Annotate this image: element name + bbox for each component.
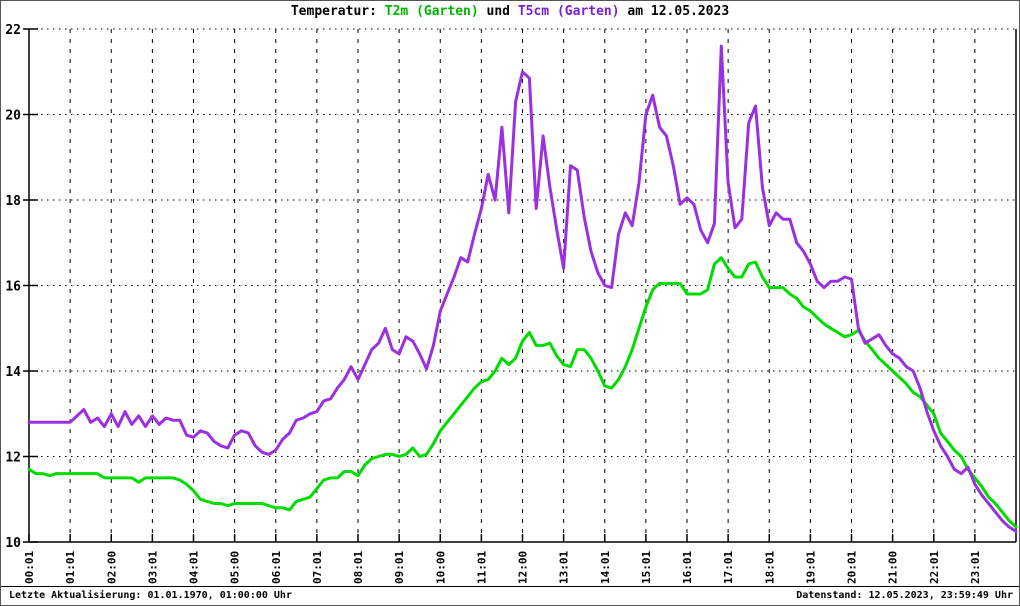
chart-title-suffix: am 12.05.2023 <box>619 4 730 19</box>
y-tick-label: 18 <box>5 194 21 209</box>
x-tick-label: 11:01 <box>475 551 488 584</box>
chart-title-series-t2m: T2m (Garten) <box>384 4 479 19</box>
y-axis-labels: 10 12 14 16 18 20 22 <box>5 23 21 551</box>
x-tick-label: 07:01 <box>311 551 324 584</box>
series-line-t2m <box>27 256 1018 529</box>
x-tick-label: 01:01 <box>64 551 77 584</box>
x-tick-label: 16:01 <box>681 551 694 584</box>
footer-bar: Letzte Aktualisierung: 01.01.1970, 01:00… <box>1 586 1019 605</box>
chart-title-prefix: Temperatur: <box>290 4 385 19</box>
x-tick-label: 02:00 <box>105 551 118 584</box>
x-tick-label: 18:01 <box>763 551 776 584</box>
axes <box>23 28 1017 543</box>
last-update-text: Letzte Aktualisierung: 01.01.1970, 01:00… <box>9 590 292 601</box>
chart-title-mid: und <box>478 4 518 19</box>
x-tick-label: 22:01 <box>928 551 941 584</box>
x-tick-label: 05:00 <box>229 551 242 584</box>
x-tick-label: 15:01 <box>640 551 653 584</box>
x-tick-label: 17:01 <box>722 551 735 584</box>
y-tick-label: 10 <box>5 536 21 551</box>
gridlines <box>29 28 1016 542</box>
x-tick-label: 03:01 <box>146 551 159 584</box>
x-tick-label: 09:01 <box>393 551 406 584</box>
x-tick-label: 23:01 <box>969 551 982 584</box>
x-tick-label: 00:01 <box>23 551 36 584</box>
x-axis-labels: 00:01 01:01 02:00 03:01 04:01 05:00 06:01 07:01… <box>23 551 982 584</box>
chart-title: Temperatur: T2m (Garten) und T5cm (Garte… <box>1 4 1019 19</box>
x-tick-label: 14:01 <box>599 551 612 584</box>
chart-title-series-t5cm: T5cm (Garten) <box>517 4 620 19</box>
x-tick-label: 13:01 <box>558 551 571 584</box>
y-tick-label: 12 <box>5 451 21 466</box>
x-tick-label: 21:00 <box>887 551 900 584</box>
x-tick-label: 06:01 <box>270 551 283 584</box>
y-tick-label: 22 <box>5 23 21 38</box>
series-line-t5cm <box>27 44 1018 533</box>
data-state-text: Datenstand: 12.05.2023, 23:59:49 Uhr <box>796 590 1013 601</box>
y-tick-label: 20 <box>5 109 21 124</box>
x-tick-label: 04:01 <box>188 551 201 584</box>
y-tick-label: 16 <box>5 280 21 295</box>
x-tick-label: 12:00 <box>517 551 530 584</box>
y-tick-label: 14 <box>5 365 21 380</box>
x-tick-label: 20:01 <box>846 551 859 584</box>
x-tick-label: 19:01 <box>804 551 817 584</box>
x-tick-label: 10:00 <box>434 551 447 584</box>
x-tick-label: 08:01 <box>352 551 365 584</box>
